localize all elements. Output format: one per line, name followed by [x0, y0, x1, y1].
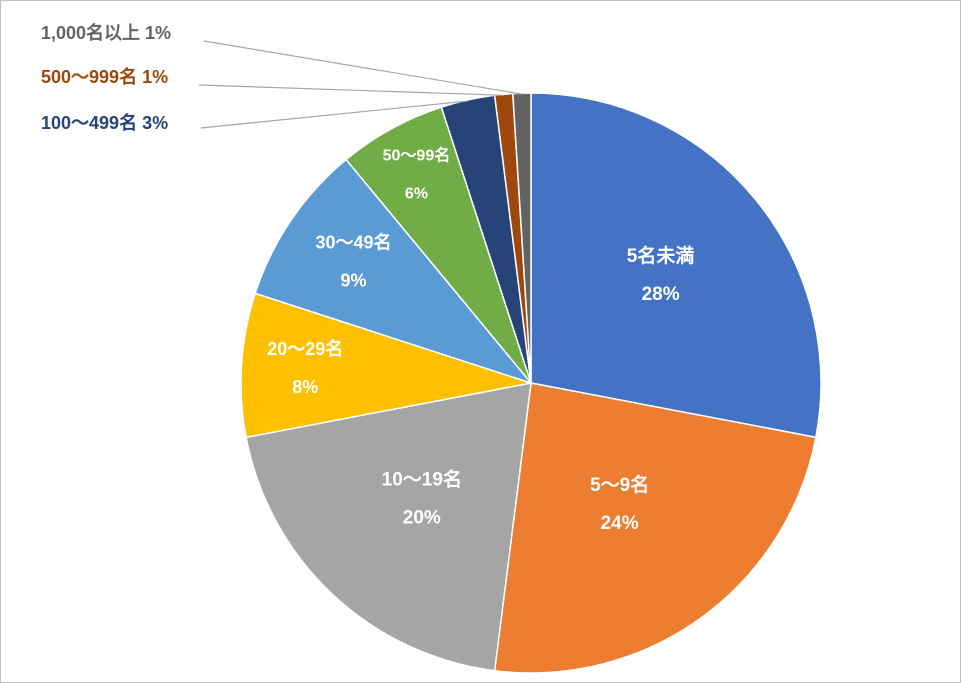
slice-percent-label-5: 6% [405, 186, 428, 203]
slice-outside-label-6: 100～499名 3% [41, 112, 168, 133]
slice-category-label-5: 50～99名 [383, 146, 451, 165]
pie-slice-0 [530, 92, 822, 439]
pie-slice-1 [493, 382, 817, 674]
leader-line-7 [198, 84, 504, 96]
slice-outside-label-8: 1,000名以上 1% [41, 22, 171, 43]
slice-percent-label-3: 8% [292, 377, 318, 397]
pie-slice-8 [511, 92, 532, 384]
pie-slice-4 [254, 158, 534, 385]
slice-percent-label-1: 24% [601, 513, 639, 534]
slice-category-label-2: 10～19名 [382, 467, 462, 490]
slice-category-label-4: 30～49名 [315, 231, 391, 252]
leader-line-6 [200, 100, 469, 129]
pie-slice-2 [245, 382, 532, 672]
slice-category-label-1: 5～9名 [590, 473, 649, 496]
slice-percent-label-0: 28% [642, 284, 680, 305]
slice-percent-label-2: 20% [403, 507, 441, 528]
slice-percent-label-4: 9% [341, 270, 367, 290]
slice-category-label-0: 5名未満 [627, 244, 695, 267]
pie-slice-3 [240, 292, 532, 439]
slice-category-label-3: 20～29名 [267, 338, 343, 359]
leader-line-8 [203, 40, 522, 95]
slice-outside-label-7: 500～999名 1% [41, 66, 168, 87]
